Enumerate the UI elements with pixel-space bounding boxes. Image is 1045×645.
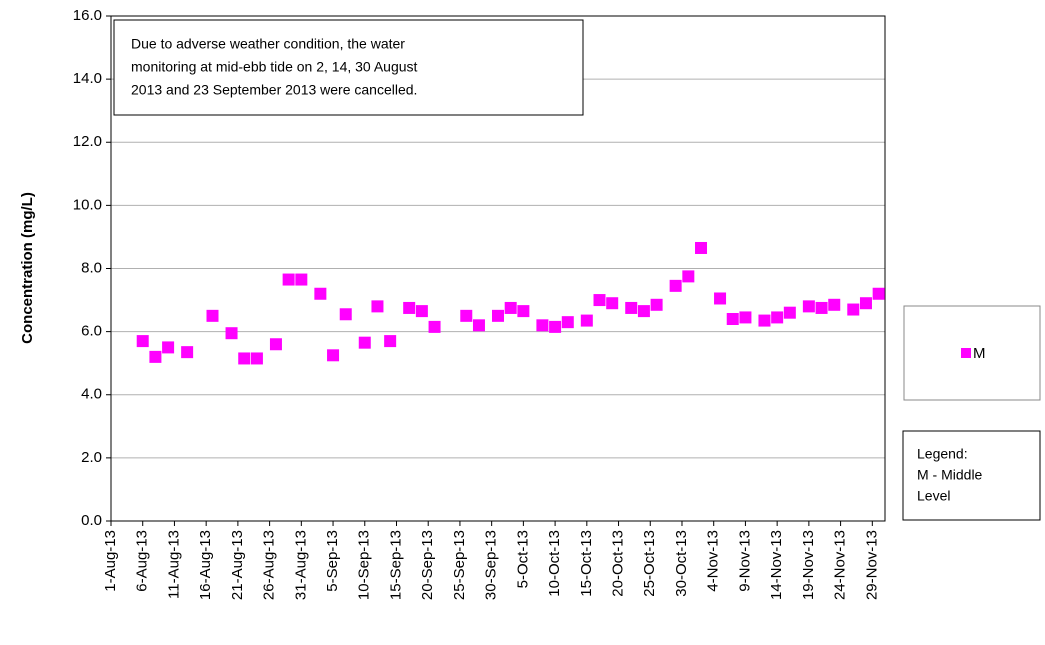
data-point bbox=[250, 352, 263, 365]
y-tick-label: 16.0 bbox=[73, 7, 102, 24]
x-tick-label: 21-Aug-13 bbox=[229, 530, 246, 600]
data-point bbox=[739, 311, 752, 324]
data-point bbox=[815, 301, 828, 314]
annotation-box bbox=[113, 19, 584, 116]
data-point bbox=[669, 279, 682, 292]
data-point bbox=[872, 287, 885, 300]
y-tick-label: 8.0 bbox=[81, 259, 102, 276]
annotation-text: Due to adverse weather condition, the wa… bbox=[131, 36, 405, 52]
data-point bbox=[295, 273, 308, 286]
x-tick-label: 15-Sep-13 bbox=[387, 530, 404, 600]
y-tick-label: 12.0 bbox=[73, 133, 102, 150]
data-point bbox=[269, 338, 282, 351]
x-tick-label: 31-Aug-13 bbox=[292, 530, 309, 600]
x-tick-label: 26-Aug-13 bbox=[261, 530, 278, 600]
x-tick-label: 16-Aug-13 bbox=[197, 530, 214, 600]
data-point bbox=[339, 308, 352, 321]
data-point bbox=[695, 241, 708, 254]
data-point bbox=[358, 336, 371, 349]
x-tick-label: 15-Oct-13 bbox=[578, 530, 595, 597]
data-point bbox=[327, 349, 340, 362]
data-point bbox=[504, 301, 517, 314]
x-tick-label: 11-Aug-13 bbox=[165, 530, 182, 599]
annotation-text: monitoring at mid-ebb tide on 2, 14, 30 … bbox=[131, 59, 418, 75]
data-point bbox=[580, 314, 593, 327]
y-tick-label: 0.0 bbox=[81, 512, 102, 529]
data-point bbox=[714, 292, 727, 305]
x-tick-label: 29-Nov-13 bbox=[863, 530, 880, 600]
data-point bbox=[517, 305, 530, 318]
x-tick-label: 10-Oct-13 bbox=[546, 530, 563, 597]
data-point bbox=[136, 335, 149, 348]
x-tick-label: 19-Nov-13 bbox=[800, 530, 817, 600]
x-tick-label: 20-Oct-13 bbox=[610, 530, 627, 597]
data-point bbox=[314, 287, 327, 300]
data-point bbox=[149, 350, 162, 363]
y-tick-label: 10.0 bbox=[73, 196, 102, 213]
data-point bbox=[771, 311, 784, 324]
data-point bbox=[783, 306, 796, 319]
plot-area bbox=[110, 15, 886, 522]
x-tick-label: 1-Aug-13 bbox=[102, 530, 119, 592]
x-tick-label: 24-Nov-13 bbox=[832, 530, 849, 600]
data-point bbox=[625, 301, 638, 314]
data-point bbox=[726, 313, 739, 325]
data-point bbox=[492, 309, 504, 322]
legend-note-box bbox=[902, 430, 1041, 521]
data-point bbox=[593, 294, 606, 307]
y-tick-label: 14.0 bbox=[73, 70, 102, 87]
data-point bbox=[282, 273, 295, 286]
x-tick-label: 30-Oct-13 bbox=[673, 530, 690, 597]
y-axis-label: Concentration (mg/L) bbox=[19, 192, 36, 344]
x-tick-label: 20-Sep-13 bbox=[419, 530, 436, 600]
data-point bbox=[828, 298, 841, 311]
annotation-text: 2013 and 23 September 2013 were cancelle… bbox=[131, 82, 417, 98]
data-point bbox=[415, 305, 428, 318]
data-point bbox=[758, 314, 771, 327]
x-tick-label: 25-Oct-13 bbox=[641, 530, 658, 597]
data-point bbox=[650, 298, 663, 311]
data-point bbox=[181, 346, 194, 359]
y-tick-label: 4.0 bbox=[81, 386, 102, 403]
data-point bbox=[859, 297, 872, 310]
legend-note-text: Legend: bbox=[917, 446, 968, 462]
data-point bbox=[225, 327, 238, 340]
data-point bbox=[847, 303, 860, 316]
x-tick-label: 4-Nov-13 bbox=[705, 530, 722, 592]
x-tick-label: 25-Sep-13 bbox=[451, 530, 468, 600]
x-tick-label: 9-Nov-13 bbox=[736, 530, 753, 592]
data-point bbox=[561, 316, 574, 329]
data-point bbox=[536, 319, 549, 332]
data-point bbox=[384, 335, 397, 348]
y-tick-label: 2.0 bbox=[81, 449, 102, 466]
data-point bbox=[428, 320, 441, 333]
x-tick-label: 6-Aug-13 bbox=[134, 530, 151, 592]
data-point bbox=[371, 300, 384, 313]
x-tick-label: 10-Sep-13 bbox=[356, 530, 373, 600]
data-point bbox=[238, 352, 251, 365]
data-point bbox=[637, 305, 650, 318]
data-point bbox=[549, 320, 562, 333]
legend-box bbox=[903, 305, 1041, 401]
x-tick-label: 30-Sep-13 bbox=[483, 530, 500, 600]
y-tick-label: 6.0 bbox=[81, 323, 102, 340]
data-point bbox=[206, 309, 219, 322]
x-tick-label: 14-Nov-13 bbox=[768, 530, 785, 600]
legend-label: M bbox=[973, 345, 986, 362]
x-tick-label: 5-Oct-13 bbox=[514, 530, 531, 588]
data-point bbox=[682, 270, 695, 283]
legend-note-text: M - Middle bbox=[917, 467, 983, 483]
data-point bbox=[802, 300, 815, 313]
data-point bbox=[162, 341, 175, 354]
x-tick-label: 5-Sep-13 bbox=[324, 530, 341, 592]
legend-note-text: Level bbox=[917, 488, 950, 504]
legend-marker bbox=[961, 348, 971, 358]
data-point bbox=[403, 301, 416, 314]
data-point bbox=[460, 309, 473, 322]
data-point bbox=[472, 319, 485, 332]
data-point bbox=[606, 297, 619, 310]
